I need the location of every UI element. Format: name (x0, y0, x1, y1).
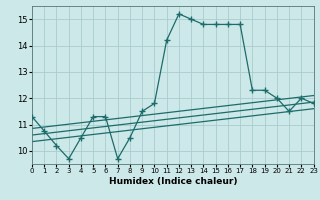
X-axis label: Humidex (Indice chaleur): Humidex (Indice chaleur) (108, 177, 237, 186)
